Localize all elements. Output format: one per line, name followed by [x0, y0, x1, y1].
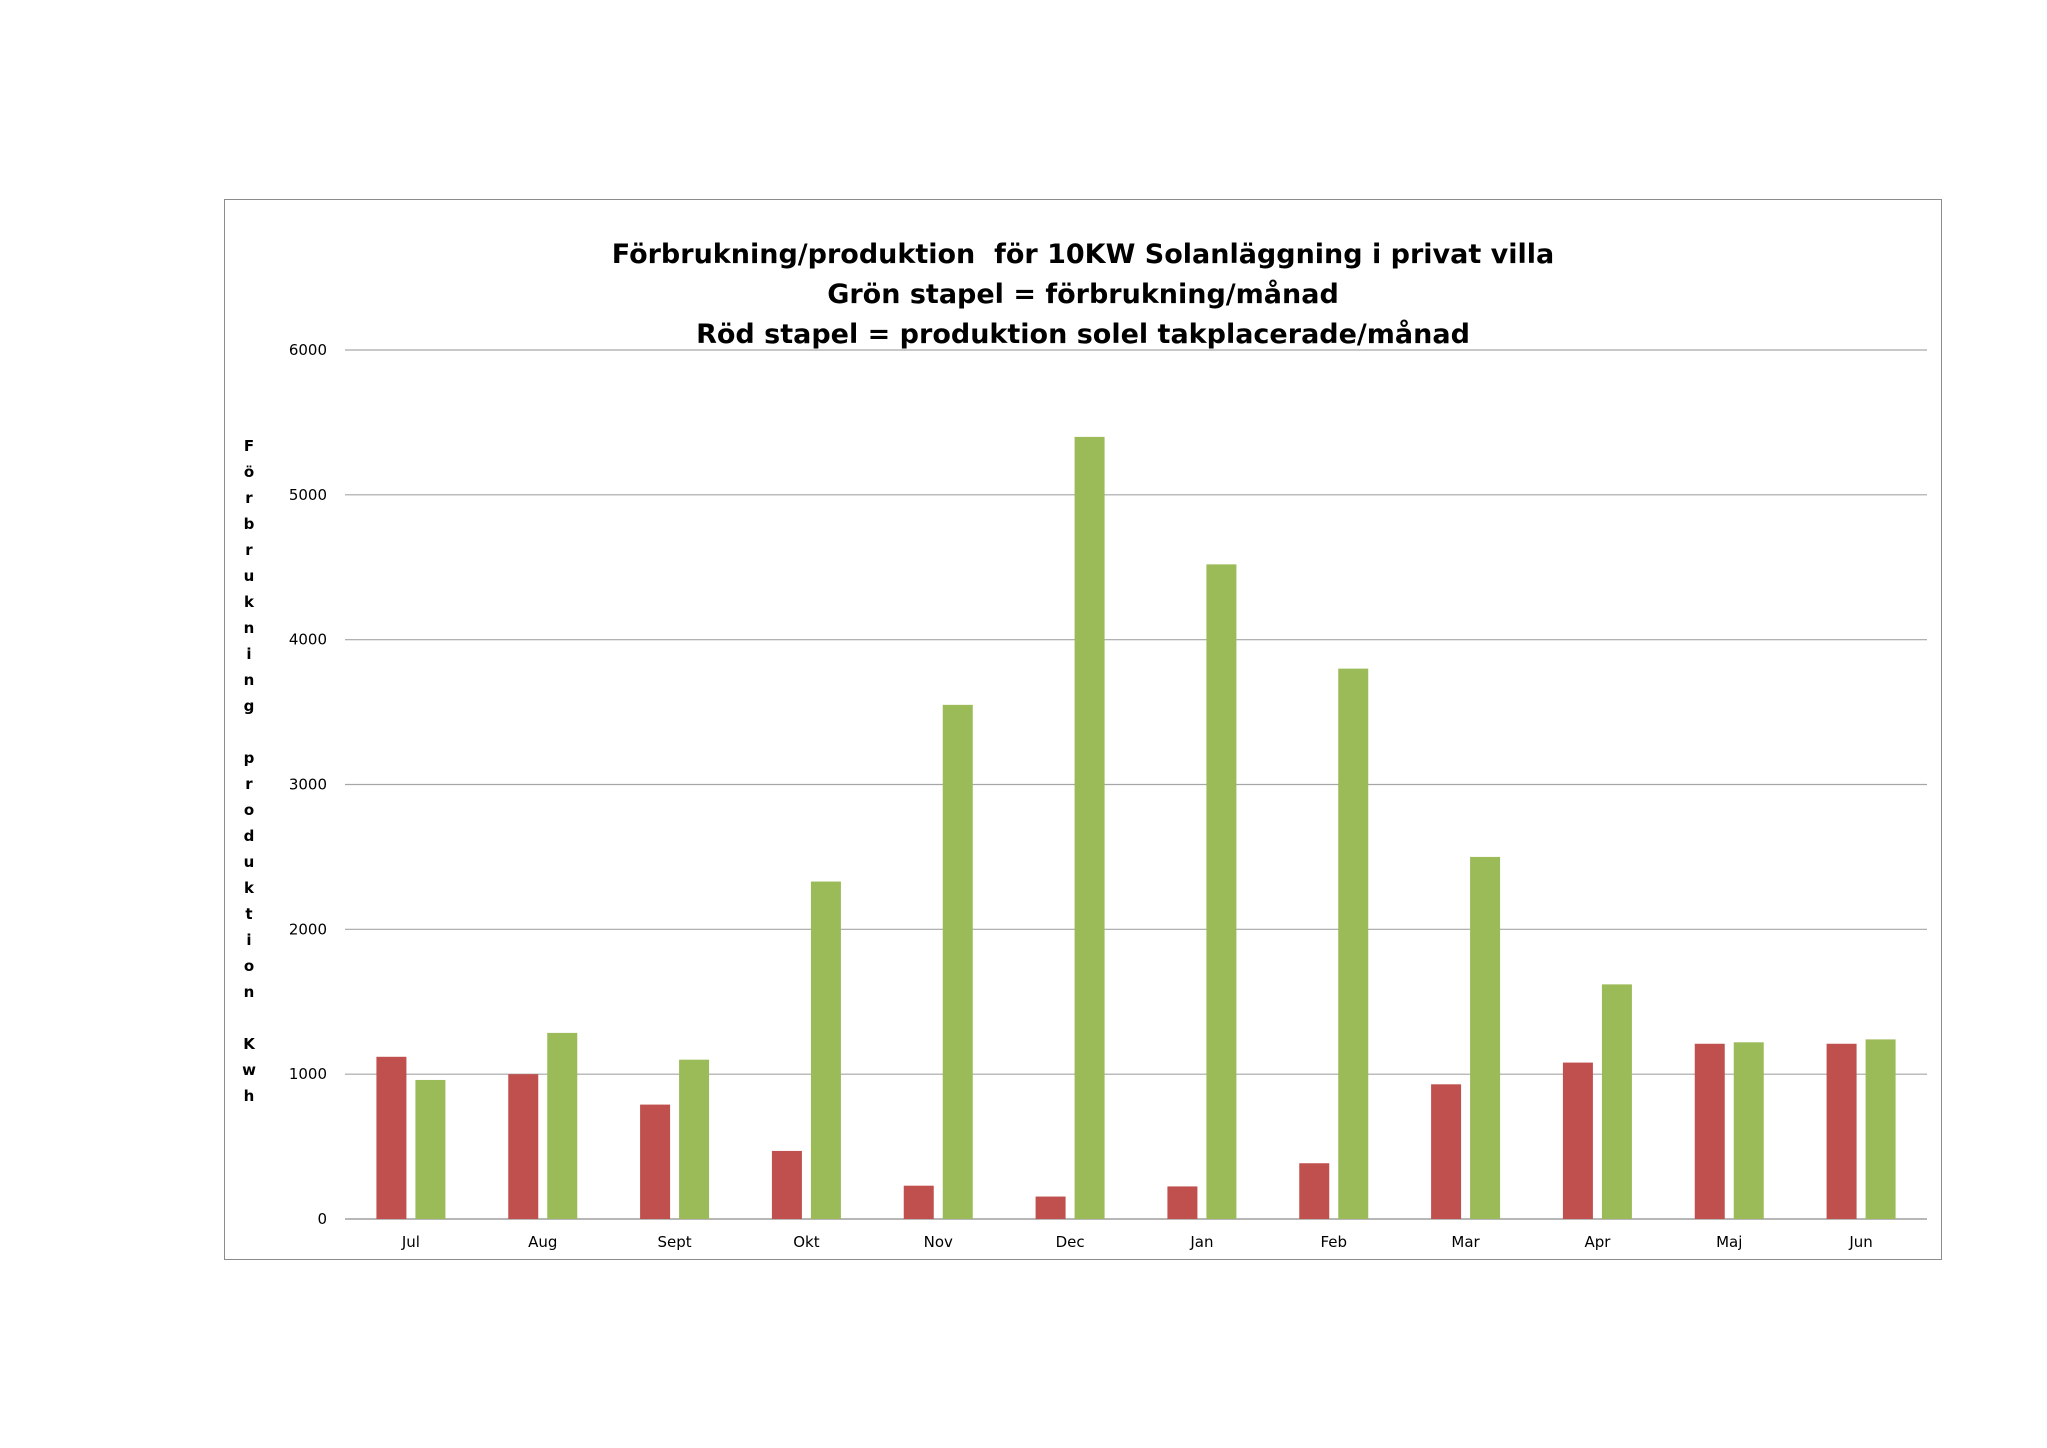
bar-red	[508, 1074, 539, 1219]
y-tick-label: 0	[317, 1210, 327, 1228]
y-axis-label-char: p	[243, 749, 255, 767]
y-axis-label-char: ö	[243, 463, 255, 481]
x-tick-label: Sept	[658, 1233, 692, 1251]
y-tick-label: 3000	[289, 776, 327, 794]
chart-title-line-2: Grön stapel = förbrukning/månad	[827, 279, 1339, 310]
x-tick-label: Mar	[1451, 1233, 1480, 1251]
y-axis-label-char: r	[245, 775, 253, 793]
y-axis-label-char: t	[245, 905, 253, 923]
y-axis-label-char: i	[246, 931, 252, 949]
y-axis-label-char: u	[243, 853, 255, 871]
y-axis-label-char: d	[243, 827, 255, 845]
bar-green	[942, 704, 973, 1219]
x-tick-label: Apr	[1584, 1233, 1611, 1251]
bar-red	[1431, 1084, 1462, 1219]
bar-green	[1865, 1039, 1896, 1219]
bar-red	[1826, 1043, 1857, 1219]
bar-green	[415, 1079, 446, 1219]
bar-green	[1338, 668, 1369, 1219]
y-axis-label-char	[239, 719, 259, 745]
bar-green	[1470, 856, 1501, 1219]
y-axis-label-char: o	[243, 801, 255, 819]
y-axis-label-char: F	[243, 437, 255, 455]
y-axis-label-char: r	[245, 489, 253, 507]
chart-frame: Förbrukning/produktion för 10KW Solanläg…	[224, 199, 1942, 1260]
y-axis-label-char: n	[243, 983, 255, 1001]
y-tick-label: 5000	[289, 486, 327, 504]
bar-green	[679, 1059, 710, 1219]
x-tick-label: Aug	[528, 1233, 557, 1251]
y-axis-label-char: n	[243, 619, 255, 637]
y-axis-label-char: i	[246, 645, 252, 663]
bar-red	[640, 1104, 671, 1219]
bar-red	[1167, 1186, 1198, 1219]
bar-green	[1601, 984, 1632, 1219]
bar-red	[771, 1150, 802, 1219]
bar-red	[1299, 1163, 1330, 1219]
y-tick-label: 4000	[289, 631, 327, 649]
x-tick-label: Dec	[1056, 1233, 1085, 1251]
y-tick-label: 1000	[289, 1065, 327, 1083]
bar-red	[903, 1185, 934, 1219]
bar-green	[1206, 564, 1237, 1219]
y-axis-label-char: k	[244, 593, 254, 611]
bar-red	[1694, 1043, 1725, 1219]
y-tick-label: 6000	[289, 341, 327, 359]
x-tick-label: Maj	[1716, 1233, 1742, 1251]
y-axis-label-char: o	[243, 957, 255, 975]
y-axis-label-char: u	[243, 567, 255, 585]
y-axis-label-char: K	[243, 1035, 255, 1053]
chart-title-line-1: Förbrukning/produktion för 10KW Solanläg…	[611, 239, 1555, 270]
y-axis-label-char: g	[243, 697, 255, 715]
y-axis-label-char	[239, 1005, 259, 1031]
bar-green	[1074, 436, 1105, 1219]
bar-green	[1733, 1042, 1764, 1219]
y-axis-label-char: k	[244, 879, 254, 897]
plot-area: 0 1000 2000 3000 4000 5000 6000 Jul Aug Sept Okt No…	[289, 341, 1927, 1251]
x-tick-label: Okt	[793, 1233, 819, 1251]
y-axis-label-char: r	[245, 541, 253, 559]
y-tick-label: 2000	[289, 920, 327, 938]
x-tick-label: Feb	[1320, 1233, 1347, 1251]
x-tick-label: Jul	[401, 1233, 420, 1251]
x-tick-label: Jun	[1848, 1233, 1872, 1251]
y-axis-label-char: w	[242, 1061, 256, 1079]
x-tick-label: Jan	[1189, 1233, 1213, 1251]
y-axis-label-char: h	[243, 1087, 255, 1105]
chart-title-line-3: Röd stapel = produktion solel takplacera…	[696, 319, 1470, 350]
bar-red	[376, 1056, 407, 1219]
bar-red	[1562, 1062, 1593, 1219]
bar-green	[810, 881, 841, 1219]
bar-green	[547, 1032, 578, 1219]
bar-red	[1035, 1196, 1066, 1219]
y-axis-label-char: n	[243, 671, 255, 689]
x-tick-label: Nov	[924, 1233, 953, 1251]
chart-title: Förbrukning/produktion för 10KW Solanläg…	[225, 235, 1941, 355]
y-axis-label-char: b	[243, 515, 255, 533]
